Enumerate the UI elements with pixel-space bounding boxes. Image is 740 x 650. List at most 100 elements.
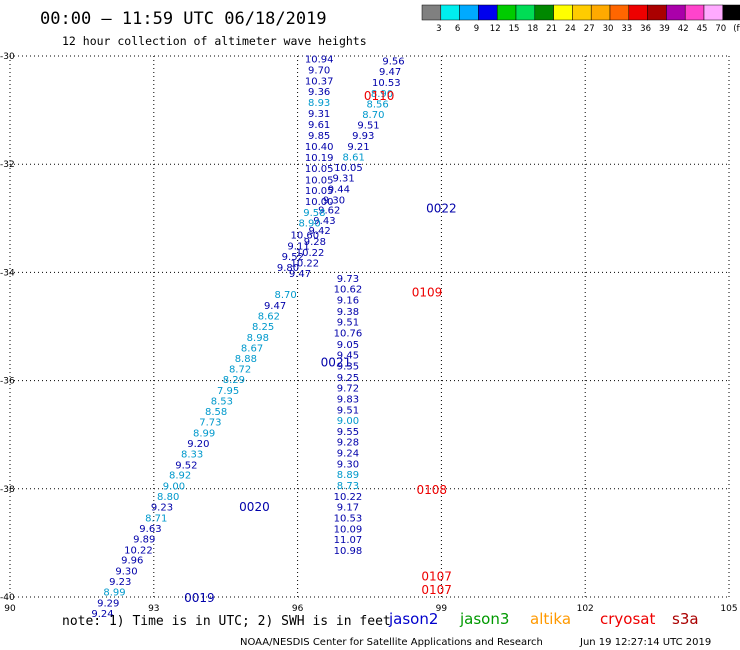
wave-height-point: 8.70 <box>362 110 384 121</box>
pass-time-label: 0110 <box>364 89 395 103</box>
colorbar-swatch <box>421 4 442 21</box>
wave-height-point: 9.20 <box>187 439 209 450</box>
wave-height-point: 10.19 <box>305 153 334 164</box>
wave-height-point: 9.42 <box>309 226 331 237</box>
colorbar-swatch <box>703 4 724 21</box>
wave-height-point: 9.96 <box>121 556 143 567</box>
colorbar-swatch <box>666 4 686 21</box>
wave-height-point: 9.58 <box>303 208 325 219</box>
wave-height-point: 9.31 <box>308 109 330 120</box>
wave-height-point: 8.33 <box>181 450 203 461</box>
wave-height-point: 8.67 <box>241 344 263 355</box>
wave-height-point: 8.92 <box>169 471 191 482</box>
wave-height-point: 10.22 <box>296 248 325 259</box>
wave-height-point: 8.62 <box>258 312 280 323</box>
colorbar-swatch <box>647 4 667 21</box>
colorbar-label: 30 <box>603 24 614 34</box>
pass-time-label: 0022 <box>426 201 457 215</box>
wave-height-point: 8.53 <box>211 397 233 408</box>
y-tick-label: -40 <box>0 593 15 603</box>
wave-height-point: 10.53 <box>372 78 401 89</box>
wave-height-point: 9.80 <box>277 263 299 274</box>
wave-height-point: 9.72 <box>337 384 359 395</box>
colorbar-swatch <box>478 4 498 21</box>
credit-line: NOAA/NESDIS Center for Satellite Applica… <box>240 637 543 648</box>
wave-height-point: 10.05 <box>305 164 334 175</box>
chart-subtitle: 12 hour collection of altimeter wave hei… <box>62 34 367 48</box>
x-tick-label: 105 <box>720 604 737 614</box>
wave-height-point: 9.63 <box>139 524 161 535</box>
wave-height-point: 9.21 <box>347 142 369 153</box>
wave-height-point: 9.30 <box>323 195 345 206</box>
pass-time-label: 0021 <box>321 356 352 370</box>
wave-height-point: 8.99 <box>193 429 215 440</box>
colorbar-swatch <box>534 4 554 21</box>
x-tick-label: 90 <box>4 604 16 614</box>
colorbar-label: 39 <box>659 24 670 34</box>
wave-height-point: 9.23 <box>109 577 131 588</box>
wave-height-point: 9.16 <box>337 295 359 306</box>
colorbar-swatch <box>590 4 611 21</box>
y-tick-label: -36 <box>0 377 15 387</box>
y-tick-label: -34 <box>0 268 15 278</box>
wave-height-point: 8.90 <box>371 89 393 100</box>
wave-height-point: 8.72 <box>229 365 251 376</box>
wave-height-point: 9.17 <box>337 503 359 514</box>
wave-height-point: 9.38 <box>337 307 359 318</box>
wave-height-point: 9.47 <box>289 269 311 280</box>
wave-height-point: 9.24 <box>91 609 113 620</box>
colorbar-label: 24 <box>565 24 576 34</box>
colorbar-swatch <box>440 4 460 21</box>
wave-height-point: 8.61 <box>343 153 365 164</box>
wave-height-point: 9.29 <box>97 598 119 609</box>
wave-height-values: 9.569.4710.538.908.568.709.519.939.218.6… <box>91 55 404 621</box>
wave-height-point: 9.44 <box>328 185 350 196</box>
wave-height-point: 10.53 <box>334 513 363 524</box>
pass-time-label: 0019 <box>184 591 215 605</box>
wave-height-point: 10.94 <box>305 55 334 66</box>
wave-height-point: 9.93 <box>352 131 374 142</box>
wave-height-point: 9.11 <box>287 241 309 252</box>
colorbar-label: 42 <box>678 24 689 34</box>
colorbar-label: 45 <box>697 24 708 34</box>
wave-height-point: 10.00 <box>305 197 334 208</box>
chart-title: 00:00 – 11:59 UTC 06/18/2019 <box>40 9 327 29</box>
wave-height-point: 9.55 <box>337 427 359 438</box>
wave-height-point: 9.51 <box>357 121 379 132</box>
colorbar-swatch <box>609 4 630 21</box>
wave-height-point: 11.07 <box>334 535 363 546</box>
x-tick-label: 93 <box>148 604 159 614</box>
wave-height-point: 10.22 <box>334 492 363 503</box>
wave-height-point: 9.89 <box>133 535 155 546</box>
satellite-label: s3a <box>672 610 699 628</box>
wave-height-point: 8.80 <box>157 492 179 503</box>
satellite-label: cryosat <box>600 610 655 628</box>
wave-height-point: 8.89 <box>337 470 359 481</box>
wave-height-point: 9.56 <box>382 56 404 67</box>
colorbar-label: 70 <box>715 24 726 34</box>
wave-height-point: 8.99 <box>103 588 125 599</box>
colorbar-swatch <box>572 4 592 21</box>
wave-height-point: 10.22 <box>124 545 153 556</box>
colorbar-swatch <box>553 4 573 21</box>
colorbar-swatch <box>722 4 740 21</box>
wave-height-point: 9.62 <box>318 206 340 217</box>
colorbar-label: 9 <box>474 24 479 34</box>
wave-height-point: 9.83 <box>337 394 359 405</box>
wave-height-point: 8.71 <box>145 513 167 524</box>
wave-height-point: 8.88 <box>235 354 257 365</box>
satellite-legend: jason2 jason3 altika cryosat s3a <box>388 610 699 628</box>
wave-height-point: 10.37 <box>305 76 334 87</box>
wave-height-point: 9.25 <box>337 373 359 384</box>
wave-height-point: 9.24 <box>337 449 359 460</box>
wave-height-point: 9.05 <box>337 340 359 351</box>
colorbar-label: 3 <box>436 24 441 34</box>
wave-height-point: 9.85 <box>308 131 330 142</box>
y-tick-label: -30 <box>0 52 15 62</box>
wave-height-point: 10.98 <box>334 546 363 557</box>
satellite-label: altika <box>530 610 571 628</box>
colorbar-swatch <box>496 4 517 21</box>
colorbar-swatch <box>459 4 479 21</box>
